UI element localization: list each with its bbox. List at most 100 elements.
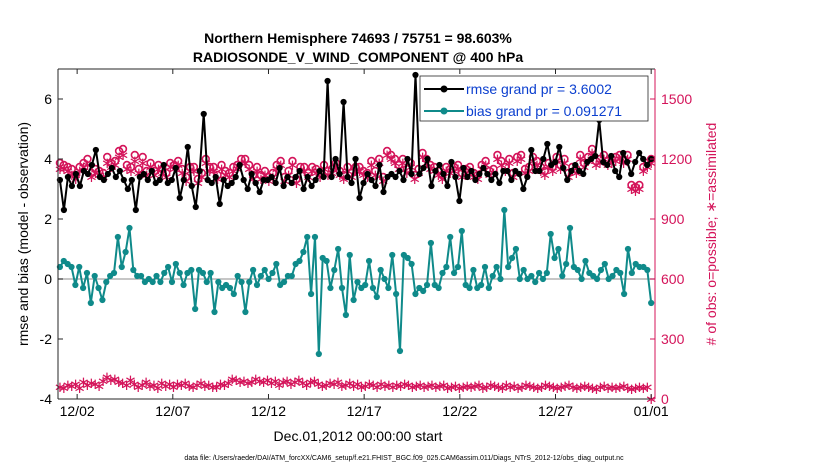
assimilated-obs-marker: ∗ <box>614 378 627 396</box>
rmse-point <box>636 149 643 157</box>
assimilated-obs-marker: ∗ <box>292 371 305 389</box>
assimilated-obs-marker: ∗ <box>633 180 646 198</box>
assimilated-obs-marker: ∗ <box>469 377 482 395</box>
bias-point <box>427 239 434 247</box>
assimilated-obs-marker: ∗ <box>555 378 568 396</box>
rmse-point <box>256 188 263 196</box>
assimilated-obs-marker: ∗ <box>105 371 118 389</box>
assimilated-obs-marker: ∗ <box>108 370 121 388</box>
assimilated-obs-marker: ∗ <box>249 370 262 388</box>
rmse-point <box>520 185 527 193</box>
rmse-point <box>148 167 155 175</box>
rmse-point <box>564 176 571 184</box>
rmse-point <box>508 176 515 184</box>
assimilated-obs-marker: ∗ <box>129 152 142 170</box>
rmse-point <box>140 170 147 178</box>
rmse-point <box>488 176 495 184</box>
bias-point <box>373 293 380 301</box>
assimilated-obs-marker: ∗ <box>480 378 493 396</box>
bias-point <box>624 245 632 253</box>
assimilated-obs-marker: ∗ <box>265 374 278 392</box>
assimilated-obs-marker: ∗ <box>365 156 378 174</box>
bias-point <box>327 284 334 292</box>
assimilated-obs-marker: ∗ <box>238 372 251 390</box>
bias-point <box>481 263 489 271</box>
rmse-point <box>632 158 639 166</box>
rmse-point <box>108 164 115 172</box>
assimilated-obs-marker: ∗ <box>567 378 580 396</box>
assimilated-obs-marker: ∗ <box>586 379 599 397</box>
bias-point <box>385 284 392 292</box>
bias-point <box>161 269 168 277</box>
assimilated-obs-marker: ∗ <box>492 378 505 396</box>
possible-obs-marker <box>130 150 140 160</box>
bias-point <box>597 266 605 274</box>
assimilated-obs-marker: ∗ <box>61 376 74 394</box>
bias-point <box>412 290 419 298</box>
assimilated-obs-marker: ∗ <box>461 377 474 395</box>
assimilated-obs-marker: ∗ <box>629 379 642 397</box>
assimilated-obs-marker: ∗ <box>328 375 341 393</box>
possible-obs-marker <box>516 150 526 160</box>
rmse-point <box>356 194 363 202</box>
rmse-point <box>352 155 359 163</box>
x-axis-label: Dec.01,2012 00:00:00 start <box>274 428 443 444</box>
rmse-point <box>392 173 399 181</box>
assimilated-obs-marker: ∗ <box>563 376 576 394</box>
assimilated-obs-marker: ∗ <box>437 376 450 394</box>
assimilated-obs-marker: ∗ <box>594 378 607 396</box>
assimilated-obs-marker: ∗ <box>320 376 333 394</box>
bias-point <box>199 269 206 277</box>
ticks-layer: -4 -2 0 2 4 6 0 300 600 900 1200 1500 12/02 12/07 12/1… <box>40 69 692 419</box>
rmse-point <box>524 173 531 181</box>
assimilated-obs-marker: ∗ <box>453 379 466 397</box>
rmse-point <box>188 182 195 190</box>
assimilated-obs-marker: ∗ <box>445 378 458 396</box>
rmse-point <box>196 167 203 175</box>
bias-point <box>265 275 272 283</box>
bias-point <box>118 263 125 271</box>
bias-point <box>582 257 589 265</box>
bias-point <box>617 269 624 277</box>
assimilated-obs-marker: ∗ <box>535 378 548 396</box>
bias-point <box>80 284 87 292</box>
bias-point <box>215 278 222 286</box>
assimilated-obs-marker: ∗ <box>239 154 252 172</box>
bias-point <box>331 266 338 274</box>
bias-point <box>95 284 102 292</box>
assimilated-obs-marker: ∗ <box>414 376 427 394</box>
assimilated-obs-marker: ∗ <box>527 378 540 396</box>
assimilated-obs-marker: ∗ <box>136 376 149 394</box>
possible-obs-marker <box>110 156 120 166</box>
x-tick-label: 12/07 <box>155 403 190 419</box>
bias-point <box>574 266 581 274</box>
assimilated-obs-marker: ∗ <box>62 162 75 180</box>
bias-point <box>153 272 160 280</box>
rmse-point <box>428 182 435 190</box>
assimilated-obs-marker: ∗ <box>606 378 619 396</box>
rmse-point <box>64 173 72 181</box>
rmse-point <box>368 176 375 184</box>
rmse-point <box>476 170 483 178</box>
rmse-point <box>176 194 183 202</box>
assimilated-obs-marker: ∗ <box>457 378 470 396</box>
rmse-point <box>332 155 339 163</box>
assimilated-obs-marker: ∗ <box>539 376 552 394</box>
bias-point <box>230 290 237 298</box>
possible-obs-marker <box>497 156 506 166</box>
assimilated-obs-marker: ∗ <box>195 374 208 392</box>
assimilated-obs-marker: ∗ <box>503 154 516 172</box>
rmse-point <box>544 140 551 148</box>
bias-point <box>273 260 280 268</box>
rmse-point <box>284 173 291 181</box>
assimilated-obs-marker: ∗ <box>210 378 223 396</box>
assimilated-obs-marker: ∗ <box>89 375 102 393</box>
y-axis-label-right: # of obs: o=possible; ∗=assimilated <box>703 123 719 346</box>
assimilated-obs-marker: ∗ <box>132 378 145 396</box>
rmse-point <box>244 185 251 193</box>
bias-point <box>257 272 264 280</box>
assimilated-obs-marker: ∗ <box>202 376 215 394</box>
possible-obs-marker <box>260 166 270 176</box>
assimilated-obs-marker: ∗ <box>81 376 94 394</box>
